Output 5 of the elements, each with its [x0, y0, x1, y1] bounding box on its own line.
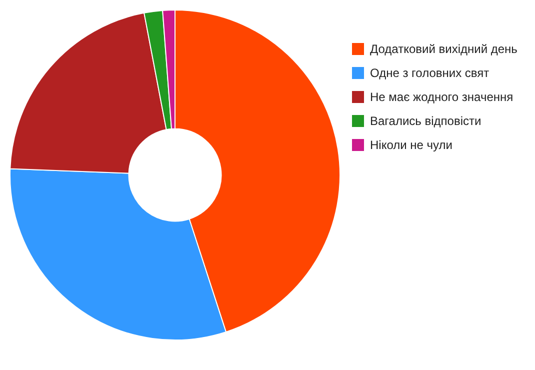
legend-label: Ніколи не чули	[370, 138, 452, 152]
legend-label: Не має жодного значення	[370, 90, 514, 104]
legend-label: Вагались відповісти	[370, 114, 482, 128]
legend-label: Додатковий вихідний день	[370, 42, 518, 56]
legend-label: Одне з головних свят	[370, 66, 490, 80]
